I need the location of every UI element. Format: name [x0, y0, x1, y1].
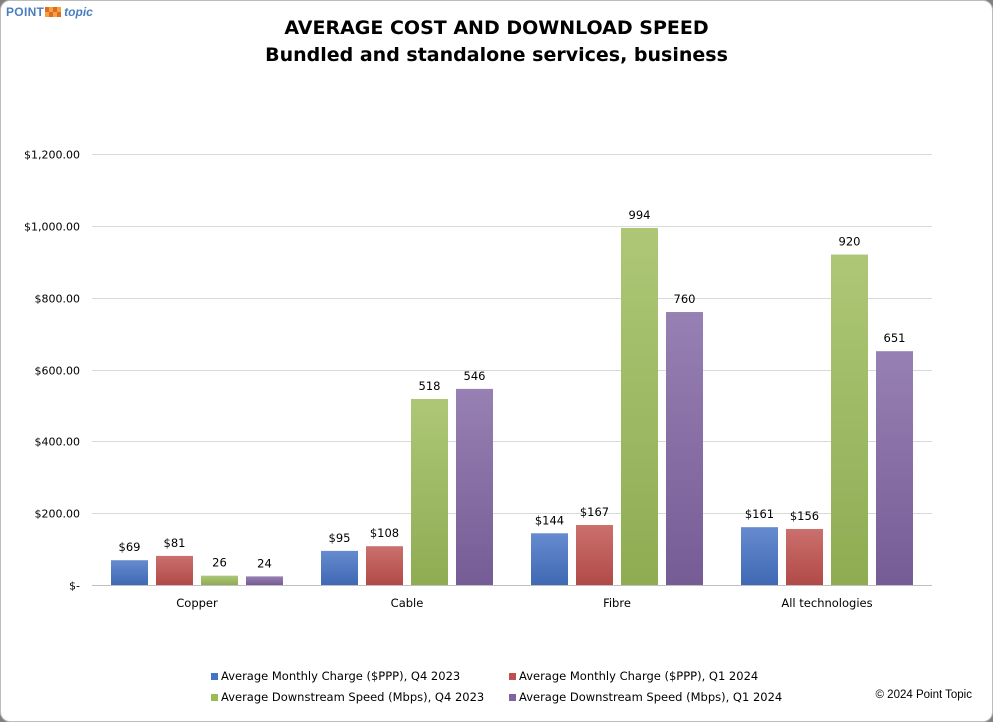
logo-word-topic: topic [64, 5, 93, 19]
data-label: 546 [464, 369, 486, 383]
legend-item: Average Monthly Charge ($PPP), Q1 2024 [509, 669, 801, 683]
logo-word-point: POINT [6, 5, 45, 19]
bar-all-technologies-series-1 [741, 527, 778, 585]
bar-cable-series-4 [456, 388, 493, 585]
y-tick-label: $800.00 [35, 293, 81, 306]
bar-cable-series-1 [321, 550, 358, 585]
bar-all-technologies-series-2 [786, 528, 823, 585]
y-tick-label: $- [69, 580, 80, 593]
copyright-text: © 2024 Point Topic [875, 689, 973, 701]
gridlines [92, 154, 932, 586]
chart-subtitle: Bundled and standalone services, busines… [265, 44, 728, 66]
bar-all-technologies-series-4 [876, 351, 913, 585]
data-label: 760 [674, 292, 696, 306]
bar-fibre-series-2 [576, 525, 613, 585]
data-label: 920 [839, 235, 861, 249]
data-label: 24 [257, 556, 272, 570]
logo-mosaic-icon [45, 7, 62, 17]
bar-copper-series-1 [111, 560, 148, 585]
bar-copper-series-3 [201, 575, 238, 585]
data-label: $95 [329, 531, 351, 545]
data-label: 518 [419, 379, 441, 393]
x-category-label: Fibre [603, 596, 631, 610]
data-label: $108 [370, 526, 399, 540]
legend-swatch [509, 693, 516, 701]
data-label: $69 [119, 540, 141, 554]
legend-label: Average Downstream Speed (Mbps), Q4 2023 [221, 690, 485, 704]
legend-swatch [211, 693, 218, 701]
data-label: $144 [535, 513, 564, 527]
chart-title: AVERAGE COST AND DOWNLOAD SPEED [284, 17, 709, 39]
legend-item: Average Downstream Speed (Mbps), Q1 2024 [509, 690, 801, 704]
x-category-label: Copper [176, 596, 218, 610]
bars [111, 227, 913, 586]
data-label: 26 [212, 556, 227, 570]
data-label: $161 [745, 507, 774, 521]
x-axis: Copper Cable Fibre All technologies [176, 596, 872, 610]
title-block: AVERAGE COST AND DOWNLOAD SPEED Bundled … [1, 15, 992, 69]
bar-fibre-series-3 [621, 227, 658, 585]
legend-item: Average Monthly Charge ($PPP), Q4 2023 [211, 669, 509, 683]
data-label: $167 [580, 505, 609, 519]
bar-fibre-series-4 [666, 312, 703, 585]
data-label: 994 [629, 208, 651, 222]
y-tick-label: $200.00 [35, 508, 81, 521]
bar-all-technologies-series-3 [831, 254, 868, 586]
y-tick-label: $1,200.00 [24, 149, 80, 162]
data-label: $81 [164, 536, 186, 550]
legend-item: Average Downstream Speed (Mbps), Q4 2023 [211, 690, 509, 704]
y-tick-label: $1,000.00 [24, 221, 80, 234]
bar-fibre-series-1 [531, 533, 568, 585]
legend-swatch [211, 672, 218, 680]
bar-cable-series-2 [366, 546, 403, 585]
bar-copper-series-2 [156, 555, 193, 585]
point-topic-logo: POINT topic [6, 4, 93, 20]
bar-cable-series-3 [411, 398, 448, 585]
y-tick-label: $600.00 [35, 365, 81, 378]
y-tick-label: $400.00 [35, 436, 81, 449]
x-category-label: All technologies [781, 596, 872, 610]
legend-label: Average Downstream Speed (Mbps), Q1 2024 [519, 690, 783, 704]
y-axis: $- $200.00 $400.00 $600.00 $800.00 $1,000.00 $… [24, 149, 80, 593]
legend-label: Average Monthly Charge ($PPP), Q1 2024 [519, 669, 759, 683]
data-label: 651 [884, 331, 906, 345]
data-labels: $69 $81 26 24 $95 $108 518 546 $144 $167 994 760 $16… [119, 208, 906, 570]
legend: Average Monthly Charge ($PPP), Q4 2023 Av… [211, 669, 801, 704]
legend-swatch [509, 672, 516, 680]
legend-label: Average Monthly Charge ($PPP), Q4 2023 [221, 669, 461, 683]
data-label: $156 [790, 509, 819, 523]
bar-copper-series-4 [246, 576, 283, 585]
x-category-label: Cable [391, 596, 424, 610]
